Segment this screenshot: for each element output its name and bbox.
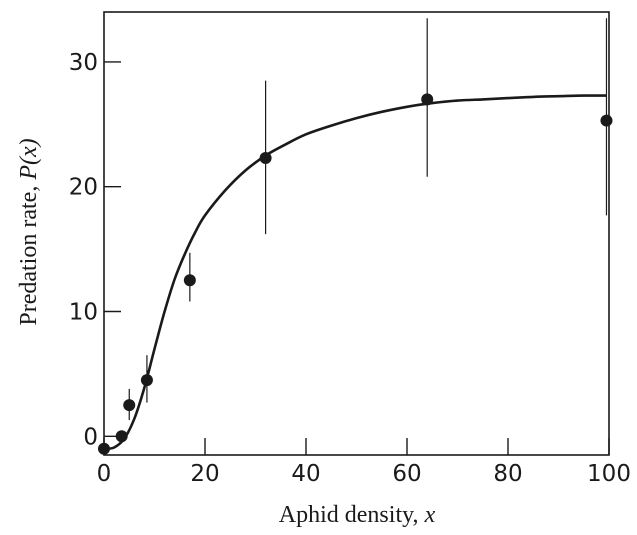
- x-axis-title: Aphid density, x: [279, 502, 436, 528]
- tick-labels: 0 20 40 60 80 100 0 10 20 30: [69, 50, 631, 487]
- y-tick-label: 10: [69, 299, 98, 325]
- data-point: [600, 114, 613, 127]
- data-point: [183, 274, 196, 287]
- x-tick-label: 100: [587, 461, 631, 487]
- y-axis-title: Predation rate, P(x): [16, 138, 42, 325]
- x-axis-title-variable: x: [424, 502, 436, 528]
- y-tick-label: 0: [83, 424, 98, 450]
- x-tick-label: 20: [190, 461, 219, 487]
- data-point: [115, 430, 128, 443]
- y-axis-title-text: Predation rate,: [16, 180, 42, 326]
- y-tick-label: 30: [69, 50, 98, 76]
- data-points: [98, 93, 613, 455]
- axis-ticks: [103, 61, 610, 455]
- data-point: [98, 442, 110, 455]
- y-axis-title-variable: P(x): [16, 138, 42, 180]
- x-tick-label: 40: [291, 461, 320, 487]
- x-tick-label: 80: [493, 461, 522, 487]
- error-bars: [128, 18, 608, 421]
- plot-frame: [103, 11, 610, 456]
- x-tick-label: 60: [392, 461, 421, 487]
- data-point: [421, 93, 434, 106]
- fitted-curve: [103, 94, 607, 451]
- data-point: [140, 374, 153, 387]
- y-tick-label: 20: [69, 175, 98, 201]
- x-axis-title-text: Aphid density,: [279, 502, 425, 528]
- data-point: [259, 152, 272, 165]
- data-point: [123, 399, 136, 412]
- x-tick-label: 0: [97, 461, 112, 487]
